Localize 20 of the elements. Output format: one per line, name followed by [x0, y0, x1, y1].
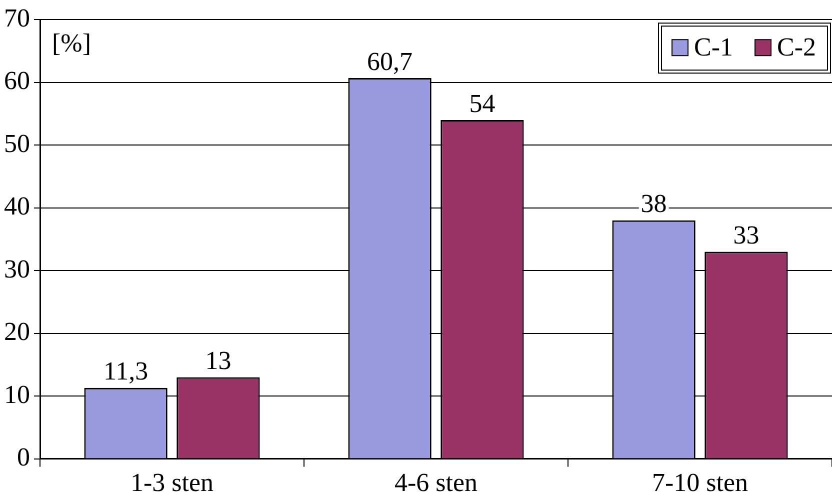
y-tick-label: 10 — [4, 380, 30, 409]
x-tick-label: 1-3 sten — [130, 468, 214, 498]
data-label: 54 — [469, 88, 496, 118]
y-tick-label: 70 — [4, 3, 30, 32]
legend-label: C-2 — [777, 32, 816, 62]
data-label: 60,7 — [367, 46, 413, 76]
legend-label: C-1 — [694, 32, 733, 62]
data-label: 13 — [205, 346, 232, 376]
y-tick-label: 0 — [17, 442, 30, 472]
y-tick-label: 60 — [4, 66, 30, 96]
y-tick-label: 40 — [4, 192, 30, 221]
data-label: 33 — [733, 220, 760, 250]
y-tick-label: 30 — [4, 254, 30, 284]
x-tick-label: 4-6 sten — [394, 468, 478, 498]
x-tick-label: 7-10 sten — [652, 468, 748, 498]
y-tick-label: 20 — [4, 317, 30, 346]
y-tick-label: 50 — [4, 128, 30, 158]
data-label: 11,3 — [104, 356, 148, 386]
y-axis-title: [%] — [52, 28, 91, 58]
data-label: 38 — [640, 189, 667, 218]
